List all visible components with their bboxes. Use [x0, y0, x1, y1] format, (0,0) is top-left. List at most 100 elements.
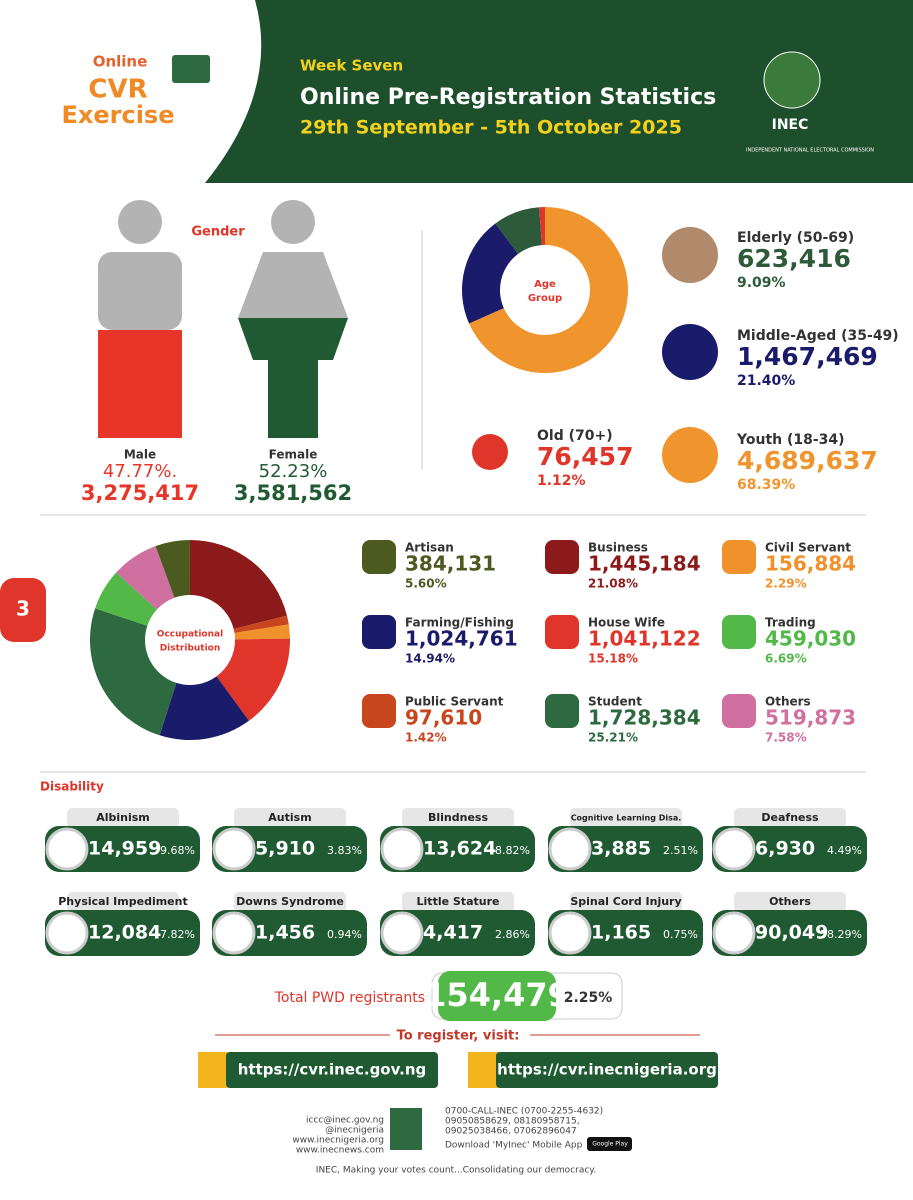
agency-full: INDEPENDENT NATIONAL ELECTORAL COMMISSIO… [746, 148, 874, 154]
age-count: 623,416 [737, 244, 851, 273]
total-percent: 2.25% [564, 990, 613, 1006]
disability-count: 12,084 [88, 922, 161, 944]
disability-icon [380, 911, 424, 955]
disability-icon [712, 827, 756, 871]
disability-tab [234, 892, 346, 912]
tagline: INEC, Making your votes count...Consolid… [316, 1166, 596, 1176]
gender-count: 3,581,562 [234, 481, 352, 505]
donut-segment [469, 207, 628, 373]
disability-tab [402, 808, 514, 828]
disability-label: Others [769, 895, 811, 908]
disability-icon [45, 827, 89, 871]
link-button[interactable] [226, 1052, 438, 1088]
store-badge [587, 1137, 632, 1151]
figure-body [238, 252, 348, 318]
logo-text: CVR [88, 75, 147, 105]
figure-head [271, 200, 315, 244]
occupation-label: House Wife [588, 616, 665, 630]
occupation-icon [545, 694, 579, 728]
occupation-label: Student [588, 695, 642, 709]
donut-title: Group [528, 293, 562, 304]
gender-label: Female [269, 448, 318, 462]
figure-legs [268, 360, 318, 438]
disability-label: Spinal Cord Injury [570, 895, 681, 908]
contact: www.inecnigeria.org [292, 1136, 384, 1146]
disability-label: Little Stature [417, 895, 500, 908]
logo-text: Exercise [61, 101, 174, 129]
occupation-count: 459,030 [765, 627, 856, 651]
occupation-label: Business [588, 541, 648, 555]
donut-segment [216, 638, 290, 721]
occupation-icon [362, 694, 396, 728]
donut-segment [190, 540, 287, 630]
title: Online Pre-Registration Statistics [300, 85, 716, 110]
occupation-icon [545, 615, 579, 649]
link-button[interactable] [496, 1052, 718, 1088]
disability-tab [67, 808, 179, 828]
disability-percent: 3.83% [327, 844, 362, 857]
occupation-count: 1,024,761 [405, 627, 518, 651]
contact: @inecnigeria [325, 1126, 384, 1136]
disability-percent: 0.94% [327, 928, 362, 941]
age-icon [662, 427, 718, 483]
disability-percent: 4.49% [827, 844, 862, 857]
age-percent: 21.40% [737, 373, 795, 389]
occupation-icon [722, 694, 756, 728]
disability-icon [712, 911, 756, 955]
donut-segment [495, 207, 542, 254]
disability-label: Downs Syndrome [236, 895, 344, 908]
disability-percent: 7.82% [160, 928, 195, 941]
occupation-count: 156,884 [765, 552, 856, 576]
occupation-percent: 15.18% [588, 652, 638, 666]
age-percent: 1.12% [537, 473, 586, 489]
age-count: 4,689,637 [737, 446, 878, 475]
header-logo-area [0, 0, 262, 183]
age-count: 1,467,469 [737, 342, 878, 371]
contact: 0700-CALL-INEC (0700-2255-4632) [445, 1107, 603, 1117]
disability-icon [212, 911, 256, 955]
disability-count: 6,930 [755, 838, 815, 860]
disability-count: 5,910 [255, 838, 315, 860]
figure-dress [238, 318, 348, 360]
occupation-label: Others [765, 695, 811, 709]
link-icon [468, 1052, 498, 1088]
donut-segment [155, 540, 190, 598]
emblem [763, 51, 821, 109]
occupation-count: 1,041,122 [588, 627, 701, 651]
disability-count: 90,049 [755, 922, 828, 944]
gender-percent: 52.23% [259, 461, 328, 482]
donut-segment [539, 207, 545, 246]
disability-icon [548, 911, 592, 955]
occupation-count: 519,873 [765, 706, 856, 730]
disability-count: 13,624 [423, 838, 496, 860]
age-icon [662, 227, 718, 283]
contact: Download 'MyInec' Mobile App [445, 1141, 583, 1151]
donut-segment [461, 223, 519, 324]
store: Google Play [592, 1141, 628, 1148]
disability-percent: 9.68% [160, 844, 195, 857]
section-title: Disability [40, 780, 104, 794]
gender-count: 3,275,417 [81, 481, 199, 505]
occupation-percent: 21.08% [588, 577, 638, 591]
disability-label: Autism [268, 811, 311, 824]
occupation-icon [362, 540, 396, 574]
occupation-percent: 7.58% [765, 731, 807, 745]
age-icon [662, 324, 718, 380]
disability-tab [734, 892, 846, 912]
occupation-percent: 2.29% [765, 577, 807, 591]
age-percent: 68.39% [737, 477, 795, 493]
link[interactable]: https://cvr.inec.gov.ng [238, 1061, 427, 1079]
donut-segment [159, 676, 249, 740]
gender-percent: 47.77%. [103, 461, 177, 482]
disability-icon [45, 911, 89, 955]
disability-label: Deafness [761, 811, 819, 824]
occupation-icon [722, 615, 756, 649]
link[interactable]: https://cvr.inecnigeria.org [497, 1061, 717, 1079]
section-title: Gender [191, 225, 245, 240]
disability-percent: 2.86% [495, 928, 530, 941]
link-icon [198, 1052, 228, 1088]
occupation-icon [722, 540, 756, 574]
donut-segment [89, 608, 177, 736]
occupation-label: Farming/Fishing [405, 616, 514, 630]
age-label: Elderly (50-69) [737, 230, 854, 246]
